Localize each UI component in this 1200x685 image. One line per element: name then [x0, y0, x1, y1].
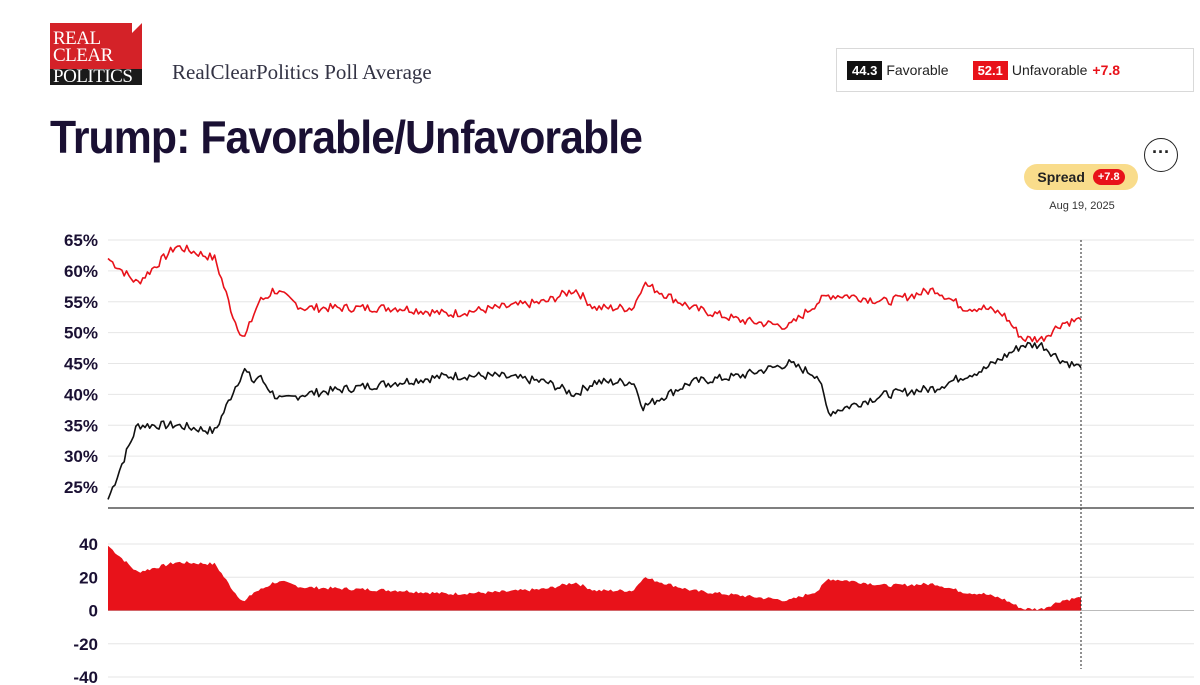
- spread-tooltip-value: +7.8: [1092, 169, 1125, 185]
- logo-line-2: CLEAR: [53, 45, 113, 66]
- y-tick-label: 50%: [64, 324, 98, 343]
- more-options-button[interactable]: ···: [1144, 138, 1178, 172]
- spread-tooltip-label: Spread: [1037, 169, 1085, 185]
- hover-date-label: Aug 19, 2025: [1049, 200, 1115, 212]
- y-tick-label: 40%: [64, 385, 98, 404]
- y-tick-label: -40: [73, 668, 98, 685]
- y-tick-label: 55%: [64, 293, 98, 312]
- logo-line-3: POLITICS: [53, 66, 133, 87]
- page-subtitle: RealClearPolitics Poll Average: [172, 60, 432, 84]
- logo-line-1: REAL: [53, 28, 101, 49]
- y-tick-label: 30%: [64, 447, 98, 466]
- page-title: Trump: Favorable/Unfavorable: [50, 111, 643, 163]
- y-tick-label: 20: [79, 568, 98, 587]
- y-tick-label: -20: [73, 635, 98, 654]
- rcp-logo[interactable]: REAL CLEAR POLITICS: [50, 23, 142, 87]
- y-tick-label: 45%: [64, 355, 98, 374]
- y-tick-label: 40: [79, 535, 98, 554]
- y-tick-label: 25%: [64, 478, 98, 497]
- y-tick-label: 65%: [64, 231, 98, 250]
- favorable-label: Favorable: [886, 62, 949, 78]
- y-tick-label: 60%: [64, 262, 98, 281]
- spread-tooltip: Spread +7.8: [1024, 164, 1138, 190]
- legend-unfavorable: 52.1 Unfavorable +7.8: [972, 60, 1121, 80]
- series-line-favorable: [107, 341, 1082, 500]
- unfavorable-label: Unfavorable: [1011, 62, 1088, 78]
- unfavorable-value-chip: 52.1: [972, 60, 1008, 80]
- spread-area: [108, 545, 1081, 611]
- series-line-unfavorable: [107, 244, 1082, 344]
- y-tick-label: 0: [89, 602, 98, 621]
- y-tick-label: 35%: [64, 416, 98, 435]
- legend-spread-value: +7.8: [1092, 62, 1121, 78]
- legend-box: 44.3 Favorable 52.1 Unfavorable +7.8: [836, 48, 1194, 92]
- favorable-value-chip: 44.3: [847, 60, 883, 80]
- legend-favorable: 44.3 Favorable: [847, 60, 949, 80]
